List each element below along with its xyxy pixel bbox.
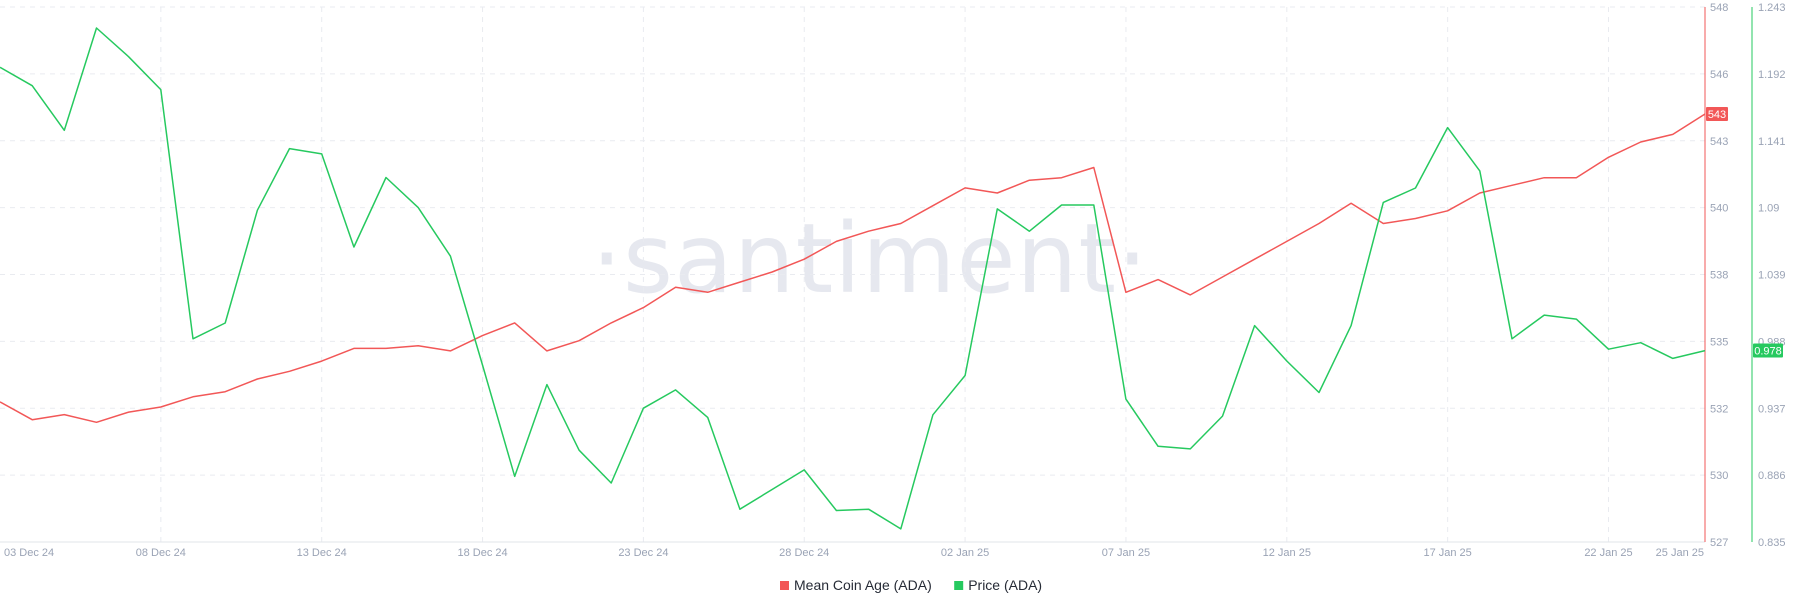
x-axis-tick-label: 18 Dec 24 xyxy=(457,547,507,559)
left-axis-tick-label: 530 xyxy=(1710,470,1728,482)
price-last-value-label: 0.978 xyxy=(1754,346,1782,358)
left-axis-tick-label: 532 xyxy=(1710,403,1728,415)
price-legend-swatch xyxy=(954,581,964,590)
x-axis-tick-label: 07 Jan 25 xyxy=(1102,547,1150,559)
last-value-badges: 543 0.978 xyxy=(1706,107,1783,358)
left-axis-tick-label: 538 xyxy=(1710,270,1728,282)
x-axis-tick-label: 12 Jan 25 xyxy=(1263,547,1311,559)
mean-coin-age-last-value-label: 543 xyxy=(1708,109,1726,121)
left-axis-tick-label: 543 xyxy=(1710,136,1728,148)
price-line xyxy=(0,27,1706,530)
right-axis-tick-label: 0.937 xyxy=(1758,403,1786,415)
right-axis-tick-label: 1.243 xyxy=(1758,2,1786,14)
x-axis-tick-label: 28 Dec 24 xyxy=(779,547,829,559)
left-axis-tick-label: 546 xyxy=(1710,69,1728,81)
x-axis-tick-label: 22 Jan 25 xyxy=(1584,547,1632,559)
right-axis-tick-label: 0.835 xyxy=(1758,537,1786,549)
price-legend-label[interactable]: Price (ADA) xyxy=(968,577,1042,593)
right-axis-tick-label: 1.192 xyxy=(1758,69,1786,81)
x-axis-tick-label: 08 Dec 24 xyxy=(136,547,186,559)
left-axis-tick-label: 540 xyxy=(1710,203,1728,215)
mean-coin-age-legend-swatch xyxy=(780,581,789,590)
right-axis-tick-label: 1.141 xyxy=(1758,136,1786,148)
mean-coin-age-last-value-badge xyxy=(1706,107,1728,121)
right-axis-tick-label: 0.886 xyxy=(1758,470,1786,482)
left-axis-tick-label: 535 xyxy=(1710,336,1728,348)
x-axis-tick-label: 25 Jan 25 xyxy=(1656,547,1704,559)
grid-lines xyxy=(0,6,1705,543)
x-axis-tick-label: 23 Dec 24 xyxy=(618,547,668,559)
mean-coin-age-line xyxy=(0,113,1706,424)
left-axis-tick-label: 527 xyxy=(1710,537,1728,549)
right-axis-tick-label: 1.09 xyxy=(1758,203,1779,215)
x-axis-tick-label: 03 Dec 24 xyxy=(4,547,54,559)
santiment-watermark: ·santiment· xyxy=(591,203,1148,315)
mean-coin-age-legend-label[interactable]: Mean Coin Age (ADA) xyxy=(794,577,932,593)
price-last-value-badge xyxy=(1753,343,1783,358)
x-axis-tick-label: 02 Jan 25 xyxy=(941,547,989,559)
series-lines xyxy=(0,27,1706,530)
legend: Mean Coin Age (ADA) Price (ADA) xyxy=(780,577,1042,593)
left-axis-tick-label: 548 xyxy=(1710,2,1728,14)
x-axis-tick-label: 13 Dec 24 xyxy=(297,547,347,559)
right-axis-tick-label: 1.039 xyxy=(1758,270,1786,282)
x-axis-tick-label: 17 Jan 25 xyxy=(1423,547,1471,559)
